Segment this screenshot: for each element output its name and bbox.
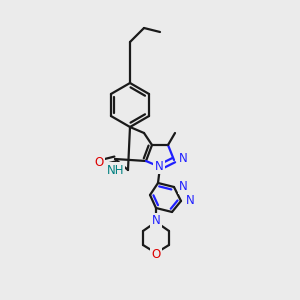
Text: N: N — [154, 160, 164, 172]
Text: O: O — [152, 248, 160, 260]
Text: N: N — [179, 152, 188, 166]
Text: N: N — [186, 194, 195, 208]
Text: N: N — [179, 179, 188, 193]
Text: NH: NH — [106, 164, 124, 176]
Text: O: O — [94, 157, 103, 169]
Text: N: N — [152, 214, 160, 227]
